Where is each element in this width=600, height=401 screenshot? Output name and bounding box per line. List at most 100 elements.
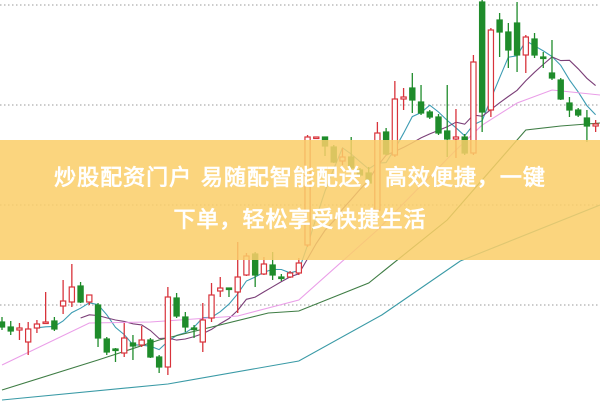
candle bbox=[51, 317, 58, 331]
candle-body bbox=[313, 136, 320, 140]
candle bbox=[94, 303, 102, 347]
candle bbox=[33, 320, 41, 333]
candle-body bbox=[59, 300, 67, 307]
candle bbox=[286, 271, 294, 278]
candle-body bbox=[225, 287, 233, 291]
candle-body bbox=[173, 297, 180, 317]
candle-body bbox=[531, 38, 538, 56]
candle bbox=[16, 323, 23, 340]
candle-body bbox=[426, 111, 433, 118]
candle bbox=[522, 35, 530, 73]
candle bbox=[417, 85, 425, 115]
candle bbox=[0, 317, 6, 330]
candle bbox=[513, 2, 521, 72]
candle-body bbox=[68, 286, 76, 303]
candle bbox=[7, 321, 14, 335]
candle-body bbox=[513, 22, 521, 56]
candle-body bbox=[417, 101, 425, 114]
candle-body bbox=[217, 287, 224, 292]
candle-body bbox=[190, 327, 198, 331]
candle-body bbox=[0, 321, 6, 328]
candle-body bbox=[487, 29, 495, 111]
candle bbox=[217, 277, 224, 297]
candle-body bbox=[505, 31, 512, 51]
candle-body bbox=[94, 304, 102, 339]
candle-body bbox=[540, 56, 547, 60]
candle-body bbox=[182, 316, 189, 328]
candle bbox=[592, 120, 599, 132]
candle bbox=[86, 294, 93, 305]
candle bbox=[129, 335, 137, 360]
candle-body bbox=[129, 342, 137, 347]
candle-body bbox=[51, 320, 58, 330]
candle-body bbox=[496, 19, 503, 33]
candle-body bbox=[112, 348, 119, 352]
candle-body bbox=[86, 294, 93, 303]
candle-body bbox=[592, 123, 599, 127]
candle-body bbox=[260, 263, 268, 275]
candle-body bbox=[574, 109, 582, 116]
candle bbox=[278, 274, 285, 281]
candle-body bbox=[278, 276, 285, 280]
candle-body bbox=[234, 276, 241, 293]
candle-body bbox=[548, 72, 556, 79]
candle-body bbox=[409, 87, 416, 101]
candle-body bbox=[33, 323, 41, 329]
candle-body bbox=[557, 79, 564, 100]
candle-body bbox=[208, 294, 215, 319]
banner-text-line-1: 炒股配资门户 易随配智能配送，高效便捷，一键 bbox=[54, 166, 546, 191]
candle-body bbox=[24, 328, 32, 343]
candle bbox=[190, 325, 198, 338]
candle bbox=[435, 114, 442, 135]
candle bbox=[574, 108, 582, 117]
candle-body bbox=[295, 262, 303, 274]
candle-body bbox=[269, 264, 276, 276]
candle-body bbox=[566, 102, 573, 111]
candle bbox=[548, 40, 556, 80]
candle bbox=[557, 78, 564, 100]
candle bbox=[505, 23, 512, 68]
candle bbox=[208, 283, 215, 322]
candle bbox=[199, 303, 206, 352]
candle bbox=[77, 282, 84, 303]
candle bbox=[540, 52, 547, 68]
candle-body bbox=[400, 96, 407, 100]
candle bbox=[583, 110, 591, 142]
candle-body bbox=[77, 285, 84, 303]
candle bbox=[42, 292, 49, 325]
candle bbox=[225, 287, 233, 297]
candle-body bbox=[478, 1, 486, 113]
candle bbox=[487, 28, 495, 117]
candle bbox=[121, 323, 128, 357]
candle bbox=[59, 280, 67, 314]
candle-body bbox=[121, 337, 128, 354]
candle-body bbox=[583, 117, 591, 127]
candle-body bbox=[444, 130, 451, 140]
candle bbox=[147, 338, 154, 358]
candle bbox=[24, 322, 32, 355]
candle-body bbox=[42, 321, 49, 325]
candle-body bbox=[147, 339, 154, 358]
candle bbox=[313, 136, 320, 140]
candle bbox=[112, 348, 119, 362]
candle-body bbox=[155, 356, 163, 368]
candle bbox=[496, 13, 503, 57]
candle-body bbox=[164, 296, 172, 368]
candle-body bbox=[522, 36, 530, 56]
candle bbox=[182, 312, 189, 332]
candle bbox=[409, 73, 416, 113]
candle bbox=[173, 293, 180, 318]
candle-body bbox=[452, 136, 460, 140]
banner-text-line-2: 下单，轻松享受快捷生活 bbox=[173, 208, 427, 233]
candle-body bbox=[286, 272, 294, 278]
candle bbox=[295, 258, 303, 275]
candle-body bbox=[16, 327, 23, 331]
candle bbox=[400, 88, 407, 110]
candle bbox=[260, 257, 268, 275]
candle bbox=[155, 355, 163, 373]
candle-body bbox=[199, 319, 206, 343]
candle-body bbox=[435, 116, 442, 134]
promo-banner: 炒股配资门户 易随配智能配送，高效便捷，一键 下单，轻松享受快捷生活 bbox=[0, 140, 600, 260]
candle bbox=[426, 110, 433, 119]
